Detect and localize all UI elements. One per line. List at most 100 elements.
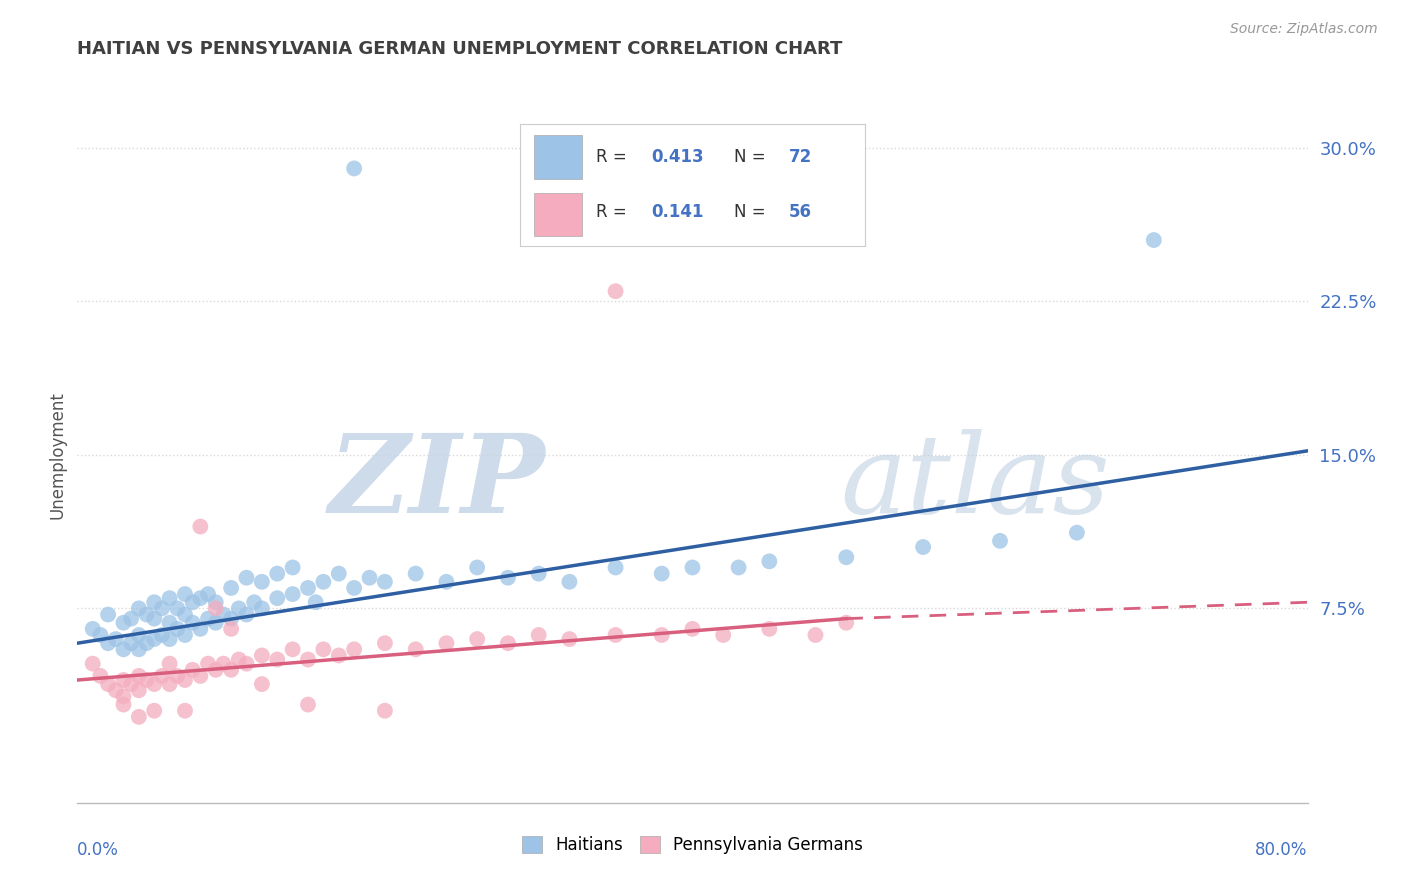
Point (605, 284, 627, 298)
Point (159, 591, 181, 606)
Point (128, 683, 150, 698)
Point (219, 663, 242, 677)
Point (328, 648, 350, 663)
Point (174, 628, 197, 642)
Point (605, 560, 627, 574)
Point (104, 683, 127, 698)
Point (250, 601, 273, 615)
Point (204, 595, 226, 609)
Point (82, 622, 104, 636)
Point (250, 648, 273, 663)
Legend: Haitians, Pennsylvania Germans: Haitians, Pennsylvania Germans (516, 829, 869, 861)
Point (281, 560, 304, 574)
Point (758, 622, 780, 636)
Point (651, 628, 673, 642)
Point (328, 566, 350, 581)
Text: ZIP: ZIP (328, 429, 546, 536)
Point (558, 574, 581, 589)
Point (465, 632, 488, 646)
Point (1066, 525, 1088, 540)
Point (281, 642, 304, 657)
Point (804, 628, 827, 642)
Text: HAITIAN VS PENNSYLVANIA GERMAN UNEMPLOYMENT CORRELATION CHART: HAITIAN VS PENNSYLVANIA GERMAN UNEMPLOYM… (77, 40, 842, 58)
Point (143, 595, 166, 609)
Point (204, 663, 226, 677)
Point (135, 673, 157, 687)
Point (159, 632, 181, 646)
Point (605, 628, 627, 642)
Point (297, 581, 319, 595)
Point (204, 615, 226, 630)
Point (374, 704, 396, 718)
Point (188, 591, 212, 606)
Point (197, 587, 219, 601)
Point (143, 612, 166, 626)
Point (266, 566, 288, 581)
Point (174, 607, 197, 622)
Point (181, 595, 204, 609)
Point (682, 622, 704, 636)
Point (297, 698, 319, 712)
Text: 0.0%: 0.0% (77, 841, 120, 859)
Point (128, 669, 150, 683)
Point (988, 533, 1011, 548)
Point (120, 677, 142, 691)
Point (243, 595, 266, 609)
Point (219, 622, 242, 636)
Point (228, 652, 250, 666)
Text: 80.0%: 80.0% (1256, 841, 1308, 859)
Point (558, 632, 581, 646)
Point (174, 587, 197, 601)
Point (212, 607, 235, 622)
Point (266, 652, 288, 666)
Point (312, 642, 335, 657)
Point (128, 601, 150, 615)
Point (112, 698, 135, 712)
Point (219, 581, 242, 595)
Point (374, 574, 396, 589)
Point (197, 657, 219, 671)
Point (266, 591, 288, 606)
Text: atlas: atlas (841, 429, 1109, 536)
Point (436, 574, 458, 589)
Point (197, 612, 219, 626)
Point (235, 607, 257, 622)
Point (82, 657, 104, 671)
Point (343, 581, 366, 595)
Point (89, 628, 111, 642)
Point (97, 607, 120, 622)
Point (359, 571, 381, 585)
Point (682, 560, 704, 574)
Point (835, 615, 858, 630)
Point (89, 669, 111, 683)
Point (150, 601, 173, 615)
Point (235, 657, 257, 671)
Point (212, 657, 235, 671)
Point (159, 657, 181, 671)
Point (250, 574, 273, 589)
Point (128, 628, 150, 642)
Point (228, 601, 250, 615)
Point (436, 636, 458, 650)
Point (128, 710, 150, 724)
Point (120, 636, 142, 650)
Point (188, 622, 212, 636)
Point (312, 574, 335, 589)
Point (297, 652, 319, 666)
Point (188, 519, 212, 533)
Point (496, 636, 519, 650)
Point (181, 615, 204, 630)
Point (912, 540, 935, 554)
Point (97, 636, 120, 650)
Point (112, 615, 135, 630)
Point (128, 642, 150, 657)
Point (112, 642, 135, 657)
Point (143, 632, 166, 646)
Point (181, 663, 204, 677)
Point (150, 628, 173, 642)
Point (135, 636, 157, 650)
Point (112, 673, 135, 687)
Point (188, 669, 212, 683)
Point (835, 550, 858, 565)
Point (1143, 233, 1166, 247)
